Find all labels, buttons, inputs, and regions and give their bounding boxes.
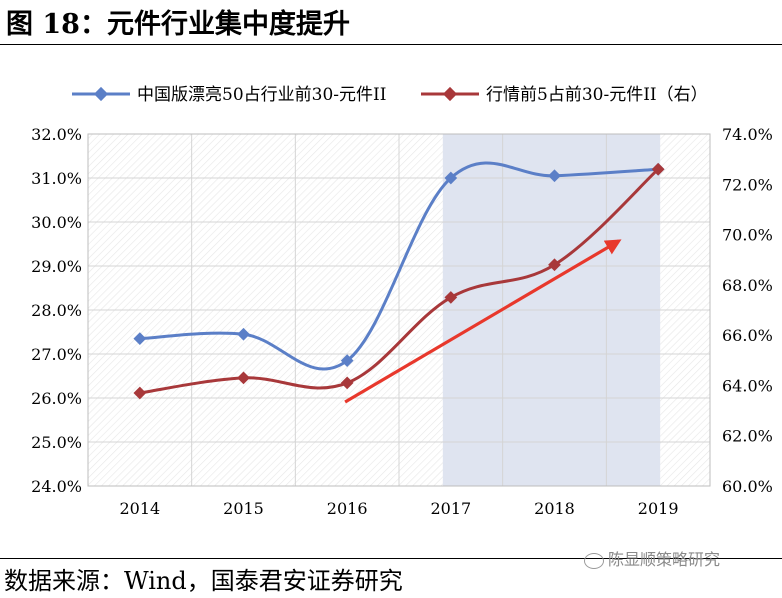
trend-arrow <box>344 239 622 404</box>
series-point-1 <box>133 332 147 345</box>
series-line-2 <box>139 168 660 395</box>
x-tick-label: 2018 <box>534 499 575 518</box>
x-tick-label: 2017 <box>430 499 471 518</box>
legend: 中国版漂亮50占行业前30-元件II 行情前5占前30-元件II（右） <box>72 85 708 105</box>
y-right-tick-label: 68.0% <box>722 276 773 295</box>
y-left-tick-label: 26.0% <box>31 389 82 408</box>
y-left-tick-label: 24.0% <box>31 477 82 496</box>
series-point-2 <box>237 371 250 385</box>
series-point-2 <box>133 386 147 400</box>
title-rule <box>0 44 782 45</box>
y-right-tick-label: 60.0% <box>722 477 773 496</box>
y-right-tick-label: 66.0% <box>722 326 773 345</box>
y-right-tick-label: 72.0% <box>722 175 773 194</box>
y-right-tick-label: 70.0% <box>722 226 773 245</box>
series-point-1 <box>444 171 458 185</box>
y-left-tick-label: 25.0% <box>31 433 82 452</box>
watermark-text: 陈显顺策略研究 <box>608 550 721 569</box>
legend-label-1: 中国版漂亮50占行业前30-元件II <box>137 85 386 105</box>
y-left-tick-label: 31.0% <box>31 169 82 188</box>
legend-marker-2 <box>442 86 458 102</box>
x-tick-label: 2019 <box>638 499 679 518</box>
x-tick-label: 2016 <box>327 499 368 518</box>
figure-title: 图 18：元件行业集中度提升 <box>6 9 350 40</box>
series-point-2 <box>444 291 458 304</box>
series-point-1 <box>340 354 354 367</box>
y-left-tick-label: 28.0% <box>31 301 82 320</box>
legend-label-2: 行情前5占前30-元件II（右） <box>486 85 708 105</box>
y-right-tick-label: 74.0% <box>722 125 773 144</box>
y-right-axis: 60.0% 62.0% 64.0% 66.0% 68.0% 70.0% 72.0% 74.0% <box>722 125 773 496</box>
x-tick-label: 2015 <box>223 499 264 518</box>
y-left-tick-label: 29.0% <box>31 257 82 276</box>
y-left-tick-label: 30.0% <box>31 213 82 232</box>
wechat-icon <box>584 552 604 569</box>
x-tick-label: 2014 <box>119 499 160 518</box>
y-left-axis: 24.0% 25.0% 26.0% 27.0% 28.0% 29.0% 30.0% 31.0%… <box>31 125 82 496</box>
legend-item-2: 行情前5占前30-元件II（右） <box>421 85 708 105</box>
chart: 24.0% 25.0% 26.0% 27.0% 28.0% 29.0% 30.0% 31.0%… <box>31 85 773 518</box>
legend-marker-1 <box>93 86 109 102</box>
y-right-tick-label: 62.0% <box>722 427 773 446</box>
y-left-tick-label: 27.0% <box>31 345 82 364</box>
y-right-tick-label: 64.0% <box>722 376 773 395</box>
series-point-2 <box>340 376 354 390</box>
x-axis: 2014 2015 2016 2017 2018 2019 <box>119 499 678 518</box>
y-left-tick-label: 32.0% <box>31 125 82 144</box>
legend-item-1: 中国版漂亮50占行业前30-元件II <box>72 85 386 105</box>
series-point-1 <box>237 327 250 341</box>
source-rule <box>0 558 782 559</box>
source-note: 数据来源：Wind，国泰君安证券研究 <box>4 567 403 595</box>
watermark: 陈显顺策略研究 <box>584 546 720 570</box>
plot-border <box>87 133 711 487</box>
